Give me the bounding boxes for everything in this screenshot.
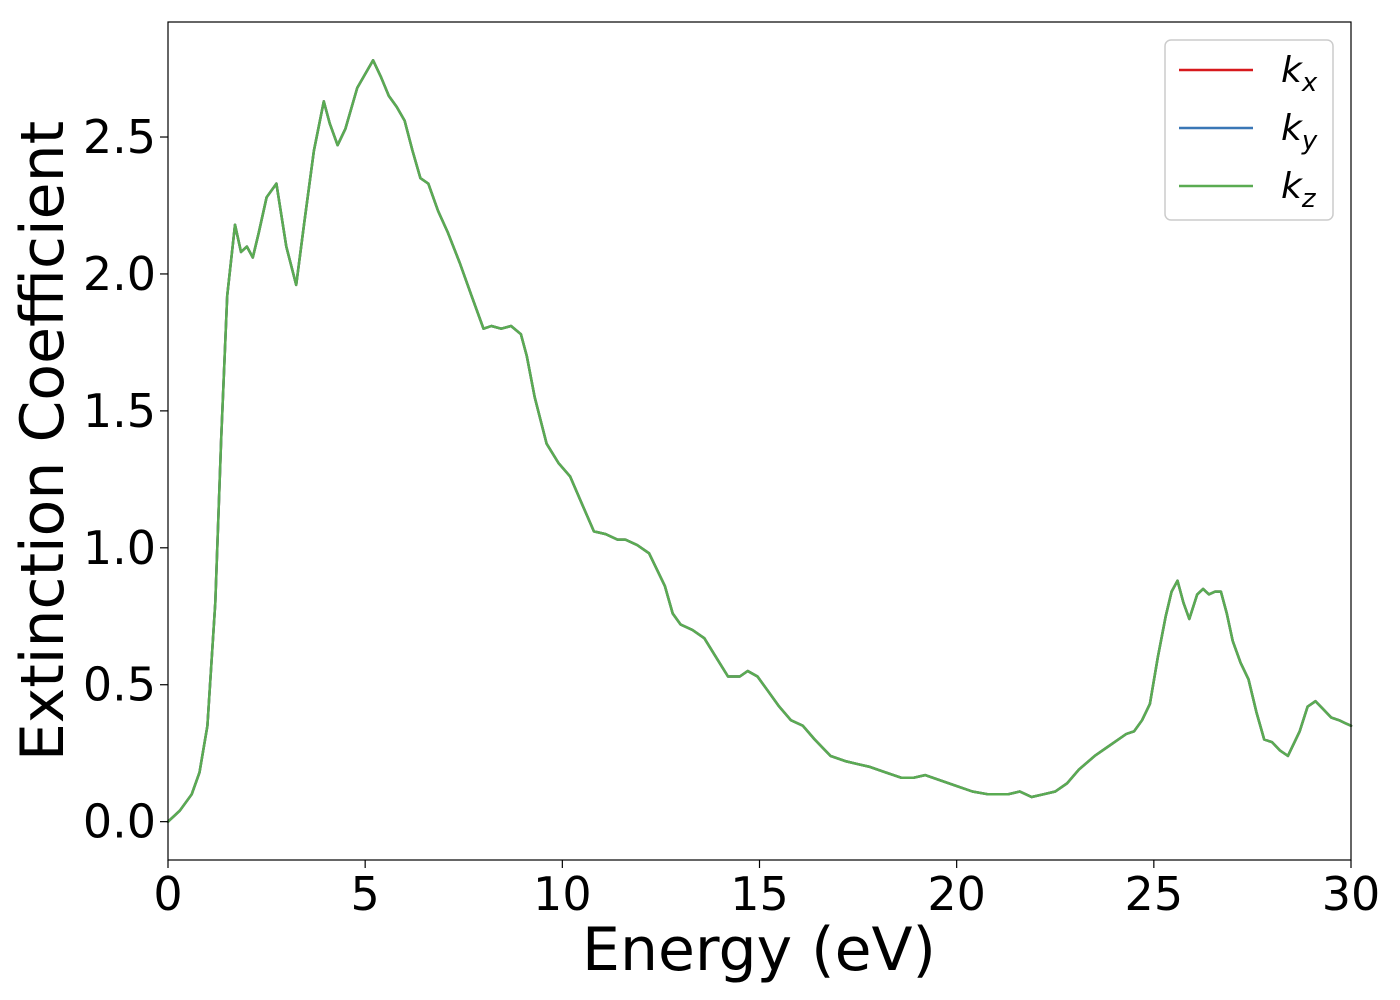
x-axis-label: Energy (eV) bbox=[582, 915, 936, 985]
y-tick-label: 2.5 bbox=[83, 110, 156, 164]
x-tick-label: 30 bbox=[1322, 867, 1381, 921]
y-tick-label: 0.5 bbox=[83, 658, 156, 712]
x-tick-label: 15 bbox=[730, 867, 789, 921]
legend-label-k-z: kz bbox=[1281, 166, 1317, 214]
y-tick-label: 1.5 bbox=[83, 384, 156, 438]
y-tick-label: 2.0 bbox=[83, 247, 156, 301]
x-axis-ticks: 0 5 10 15 20 25 30 bbox=[153, 860, 1380, 921]
series-layer bbox=[166, 59, 1353, 823]
legend: kx ky kz bbox=[1164, 39, 1334, 221]
x-tick-label: 0 bbox=[153, 867, 182, 921]
x-tick-label: 10 bbox=[533, 867, 592, 921]
x-tick-label: 5 bbox=[351, 867, 380, 921]
x-tick-label: 25 bbox=[1125, 867, 1184, 921]
legend-items: kx ky kz bbox=[1179, 50, 1318, 214]
legend-label-k-y: ky bbox=[1281, 108, 1318, 156]
x-tick-label: 20 bbox=[927, 867, 986, 921]
y-axis-ticks: 0.0 0.5 1.0 1.5 2.0 2.5 bbox=[83, 110, 168, 849]
y-tick-label: 0.0 bbox=[83, 795, 156, 849]
series-line-k-z bbox=[166, 59, 1353, 823]
y-tick-label: 1.0 bbox=[83, 521, 156, 575]
legend-label-k-x: kx bbox=[1281, 50, 1318, 98]
legend-frame bbox=[1164, 39, 1334, 221]
y-axis-label: Extinction Coefficient bbox=[8, 121, 78, 761]
